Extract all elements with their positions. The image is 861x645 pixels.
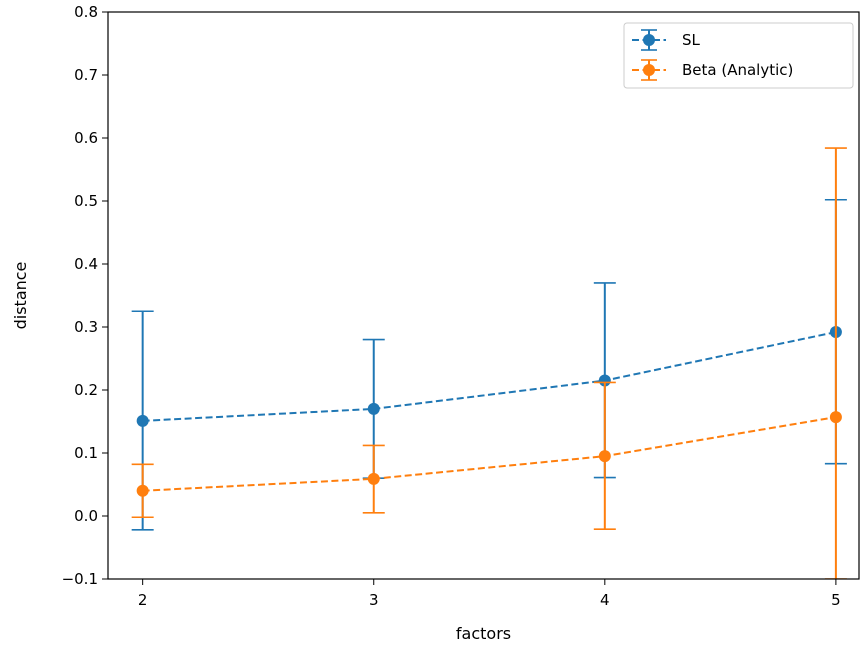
legend-label: SL bbox=[682, 31, 701, 49]
y-tick-label: 0.3 bbox=[74, 318, 98, 336]
x-tick-label: 4 bbox=[600, 591, 610, 609]
legend-item: Beta (Analytic) bbox=[632, 59, 793, 81]
legend-label: Beta (Analytic) bbox=[682, 61, 793, 79]
plot-area-frame bbox=[107, 11, 860, 580]
y-tick-label: 0.7 bbox=[74, 66, 98, 84]
series-line bbox=[142, 331, 837, 422]
y-tick-label: 0.2 bbox=[74, 381, 98, 399]
axes: 2 3 4 5 −0.1 0.0 0.1 0.2 0.3 0.4 0.5 0.6 0.7 0.8 bbox=[62, 3, 841, 609]
y-tick-label: 0.5 bbox=[74, 192, 98, 210]
legend-box bbox=[623, 22, 854, 89]
data-point bbox=[598, 374, 611, 387]
data-point bbox=[598, 450, 611, 463]
y-tick-label: 0.0 bbox=[74, 507, 98, 525]
y-tick-label: 0.8 bbox=[74, 3, 98, 21]
y-tick-label: 0.1 bbox=[74, 444, 98, 462]
data-point bbox=[136, 484, 149, 497]
data-point bbox=[367, 472, 380, 485]
y-axis-label: distance bbox=[11, 262, 30, 330]
data-point bbox=[829, 411, 842, 424]
series-line bbox=[142, 416, 837, 492]
y-tick-label: 0.6 bbox=[74, 129, 98, 147]
x-tick-label: 3 bbox=[369, 591, 379, 609]
legend-item: SL bbox=[632, 29, 701, 51]
series-beta-analytic bbox=[131, 147, 847, 579]
legend-marker bbox=[643, 64, 655, 76]
data-point bbox=[136, 414, 149, 427]
y-tick-label: −0.1 bbox=[62, 570, 98, 588]
data-point bbox=[367, 402, 380, 415]
x-tick-label: 5 bbox=[831, 591, 841, 609]
x-axis-label: factors bbox=[456, 624, 511, 643]
legend-marker bbox=[643, 34, 655, 46]
y-tick-label: 0.4 bbox=[74, 255, 98, 273]
x-tick-label: 2 bbox=[138, 591, 148, 609]
series-sl bbox=[131, 198, 847, 531]
legend: SL Beta (Analytic) bbox=[623, 22, 854, 89]
series-layer bbox=[131, 147, 847, 579]
